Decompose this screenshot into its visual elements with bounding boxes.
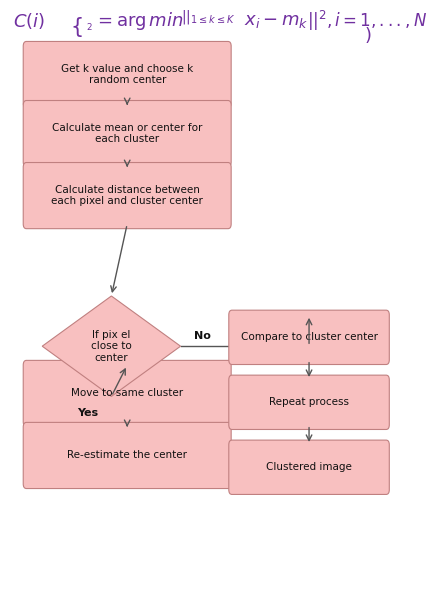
Text: $||_{1\leq k\leq K}$: $||_{1\leq k\leq K}$ [180,8,235,25]
Text: Calculate distance between
each pixel and cluster center: Calculate distance between each pixel an… [51,185,203,207]
FancyBboxPatch shape [23,101,231,167]
Text: Clustered image: Clustered image [266,462,352,472]
Text: $)$: $)$ [364,25,372,45]
FancyBboxPatch shape [23,361,231,426]
Text: No: No [194,330,211,340]
Text: If pix el
close to
center: If pix el close to center [91,330,132,363]
Text: Yes: Yes [77,408,98,418]
Text: $\mathit{C}(\mathit{i})$: $\mathit{C}(\mathit{i})$ [13,11,44,31]
Text: $\{$: $\{$ [70,15,83,39]
Text: Get k value and choose k
random center: Get k value and choose k random center [61,64,193,85]
FancyBboxPatch shape [229,375,389,429]
FancyBboxPatch shape [229,310,389,365]
FancyBboxPatch shape [23,422,231,488]
FancyBboxPatch shape [229,440,389,494]
Text: Calculate mean or center for
each cluster: Calculate mean or center for each cluste… [52,123,202,144]
Text: $\mathit{x}_{\mathit{i}}-\mathit{m}_{\mathit{k}}$: $\mathit{x}_{\mathit{i}}-\mathit{m}_{\ma… [244,12,308,30]
Text: $_2$: $_2$ [86,20,92,33]
Text: $||^2,\mathit{i}=1,...,\mathit{N}$: $||^2,\mathit{i}=1,...,\mathit{N}$ [307,9,427,33]
Text: Repeat process: Repeat process [269,397,349,407]
Text: Move to same cluster: Move to same cluster [71,388,183,398]
Polygon shape [42,296,180,397]
FancyBboxPatch shape [23,41,231,108]
Text: $= \mathrm{arg}\,\mathit{min}$: $= \mathrm{arg}\,\mathit{min}$ [94,11,183,33]
FancyBboxPatch shape [23,163,231,229]
Text: Compare to cluster center: Compare to cluster center [241,332,378,342]
Text: Re-estimate the center: Re-estimate the center [67,451,187,461]
